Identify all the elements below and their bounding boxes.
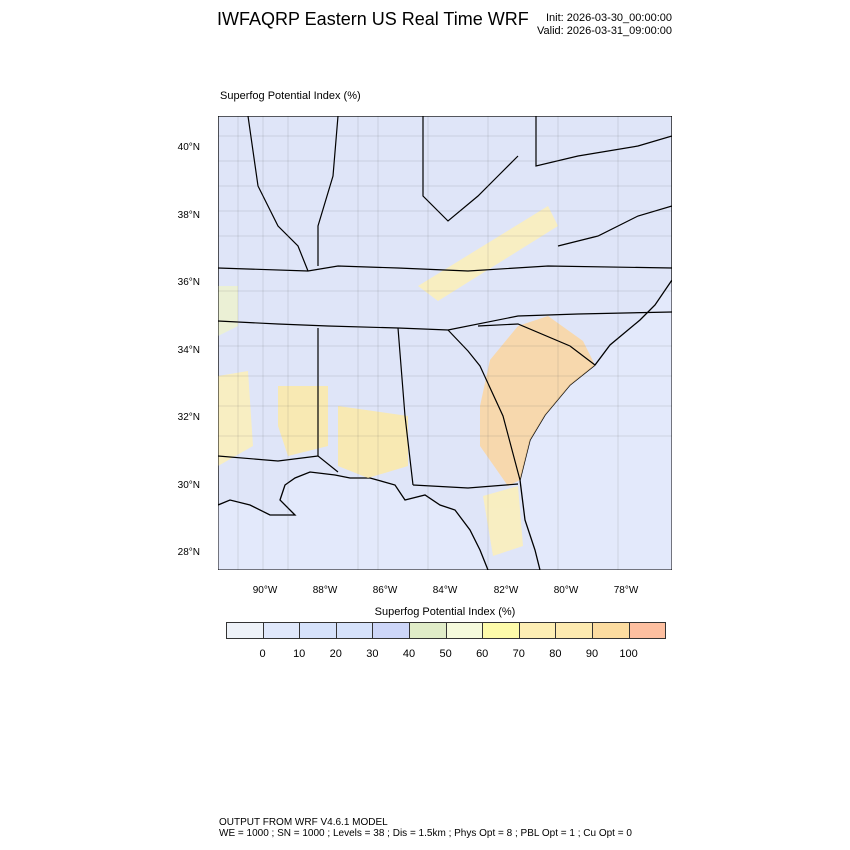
colorbar-box [227,623,264,638]
colorbar-box [373,623,410,638]
plot-title: IWFAQRP Eastern US Real Time WRF [217,9,529,29]
lon-tick-label: 88°W [312,585,338,596]
footer: OUTPUT FROM WRF V4.6.1 MODEL WE = 1000 ;… [219,817,632,839]
colorbar-label: 10 [293,648,306,660]
lat-tick-label: 30°N [177,480,200,491]
footer-model: OUTPUT FROM WRF V4.6.1 MODEL [219,817,388,828]
lat-tick-label: 34°N [177,345,200,356]
land [218,116,672,570]
time-info: Init: 2026-03-30_00:00:00 Valid: 2026-03… [520,12,672,38]
colorbar-box [446,623,484,638]
lat-tick-label: 32°N [177,412,200,423]
lat-tick-label: 38°N [177,210,200,221]
state-boundaries [218,116,672,489]
lon-tick-label: 84°W [432,585,458,596]
colorbar-label: 0 [259,648,266,660]
colorbar-label: 90 [585,648,599,660]
lat-tick-label: 28°N [177,547,200,558]
field-label: Superfog Potential Index (%) [220,90,361,102]
colorbar-box [483,623,520,638]
map-panel [218,116,672,570]
colorbar-label: 100 [619,648,638,660]
colorbar-label: 40 [402,648,416,660]
colorbar-box [409,623,447,638]
lon-tick-label: 90°W [252,585,278,596]
colorbar-box [629,623,666,638]
colorbar-box [336,623,374,638]
lon-tick-label: 80°W [553,585,579,596]
colorbar-box [556,623,593,638]
init-time: Init: 2026-03-30_00:00:00 [546,12,672,24]
valid-time: Valid: 2026-03-31_09:00:00 [537,25,672,37]
lon-tick-label: 78°W [613,585,639,596]
colorbar-label: 70 [512,648,525,660]
colorbar-box [300,623,337,638]
lon-tick-label: 82°W [493,585,519,596]
colorbar-label: 60 [476,648,489,660]
colorbar-label: 20 [329,648,342,660]
footer-config: WE = 1000 ; SN = 1000 ; Levels = 38 ; Di… [219,828,632,839]
colorbar-title: Superfog Potential Index (%) [374,606,516,618]
county-grid [218,116,672,570]
colorbar-label: 30 [366,648,379,660]
colorbar-box [519,623,557,638]
colorbar-label: 80 [549,648,562,660]
colorbar-box [592,623,630,638]
lat-tick-label: 40°N [177,142,200,153]
colorbar [226,622,667,639]
lon-tick-label: 86°W [372,585,398,596]
colorbar-label: 50 [439,648,452,660]
lat-tick-label: 36°N [177,277,200,288]
colorbar-box [263,623,301,638]
